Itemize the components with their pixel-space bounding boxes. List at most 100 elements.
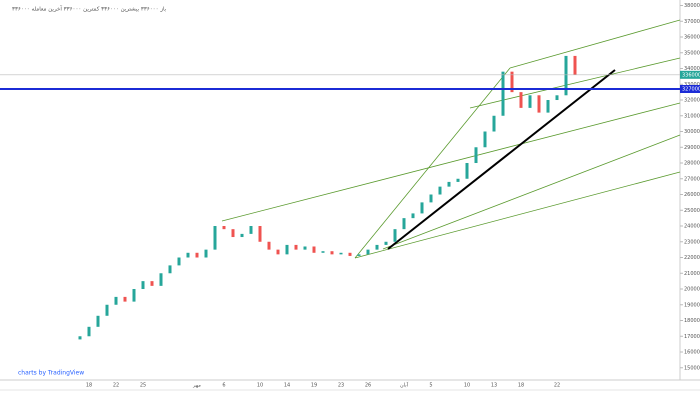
candle-body	[177, 257, 181, 266]
candle-body	[267, 241, 271, 250]
candle-body	[420, 202, 424, 214]
candle-body	[510, 71, 514, 93]
x-tick-label: 5	[429, 383, 432, 389]
candle-body	[150, 281, 154, 286]
candle-body	[141, 281, 145, 290]
candle-body	[330, 251, 334, 255]
watermark: charts by TradingView	[18, 370, 84, 377]
x-tick-label: 14	[284, 383, 290, 389]
candle-body	[546, 100, 550, 113]
pitchfork-line	[382, 134, 681, 250]
x-tick-label: 26	[365, 383, 371, 389]
candle-body	[528, 95, 532, 108]
legend-text: باز ۳۳۶۰۰۰ بیشترین ۳۳۶۰۰۰ کمترین ۳۳۶۰۰۰ …	[12, 6, 167, 13]
x-tick-label: 22	[554, 383, 560, 389]
candle-body	[249, 226, 253, 234]
x-tick-label: 6	[222, 383, 225, 389]
candle-body	[573, 55, 577, 75]
level-label: 3270000	[682, 86, 700, 92]
x-tick-label: 18	[518, 383, 524, 389]
candle-body	[438, 186, 442, 195]
candle-body	[429, 194, 433, 203]
candle-body	[348, 252, 352, 256]
y-tick-label: 3400000	[684, 66, 700, 72]
candle-body	[276, 249, 280, 255]
level-box	[680, 84, 700, 93]
y-tick-label: 3200000	[684, 98, 700, 104]
trend-line	[387, 69, 616, 250]
candle-body	[411, 213, 415, 219]
x-tick-label: 10	[464, 383, 470, 389]
y-tick-label: 3700000	[684, 19, 700, 25]
candle-body	[555, 95, 559, 101]
candle-body	[384, 241, 388, 245]
y-tick-label: 2300000	[684, 239, 700, 245]
candle-body	[258, 226, 262, 242]
pitchfork-line	[354, 171, 681, 259]
candle-body	[105, 304, 109, 316]
pitchfork	[221, 19, 681, 259]
y-tick-label: 2000000	[684, 287, 700, 293]
candle-body	[195, 252, 199, 258]
candle-body	[186, 252, 190, 258]
candle-body	[474, 147, 478, 164]
candle-body	[123, 296, 127, 302]
candle-body	[519, 92, 523, 108]
y-tick-label: 2100000	[684, 271, 700, 277]
candle-body	[456, 178, 460, 182]
candle-body	[447, 181, 451, 187]
candle-body	[564, 55, 568, 96]
x-tick-label: 13	[491, 383, 497, 389]
candle-body	[78, 336, 82, 340]
candle-body	[393, 229, 397, 242]
y-tick-label: 3800000	[684, 3, 700, 9]
y-tick-label: 1600000	[684, 350, 700, 356]
y-tick-label: 1800000	[684, 318, 700, 324]
x-tick-label: 25	[140, 383, 146, 389]
candle-body	[222, 226, 226, 230]
candle-body	[483, 131, 487, 148]
y-tick-label: 3000000	[684, 129, 700, 135]
candle-body	[492, 115, 496, 132]
y-tick-label: 2500000	[684, 208, 700, 214]
x-tick-label: مهر	[192, 383, 201, 389]
candle-body	[312, 246, 316, 253]
candle-body	[465, 163, 469, 179]
candle-body	[321, 251, 325, 253]
x-tick-label: 22	[113, 383, 119, 389]
candle-body	[240, 233, 244, 238]
candle-body	[96, 315, 100, 327]
candle-body	[501, 71, 505, 116]
y-tick-label: 1500000	[684, 365, 700, 371]
y-tick-label: 1700000	[684, 334, 700, 340]
last-price-label: 3360000	[682, 72, 700, 78]
candle-body	[159, 273, 163, 286]
candle-body	[204, 249, 208, 258]
y-tick-label: 1900000	[684, 302, 700, 308]
x-tick-label: 10	[257, 383, 263, 389]
candle-body	[213, 226, 217, 250]
candle-body	[303, 246, 307, 250]
candle-body	[357, 254, 361, 256]
last-price-box	[680, 70, 700, 79]
pitchfork-line	[469, 57, 681, 109]
candle-body	[231, 229, 235, 238]
candle-body	[537, 95, 541, 113]
candle-body	[294, 244, 298, 250]
candle-body	[87, 326, 91, 337]
pitchfork-line	[221, 102, 681, 222]
y-tick-label: 2200000	[684, 255, 700, 261]
candle-body	[168, 265, 172, 274]
y-tick-label: 3300000	[684, 82, 700, 88]
pitchfork-line	[509, 19, 681, 69]
candle-body	[375, 244, 379, 250]
x-tick-label: آبان	[400, 382, 409, 389]
y-tick-label: 2800000	[684, 161, 700, 167]
y-tick-label: 2900000	[684, 145, 700, 151]
y-tick-label: 3500000	[684, 50, 700, 56]
candle-body	[132, 289, 136, 302]
candle-body	[339, 252, 343, 255]
y-tick-label: 2400000	[684, 224, 700, 230]
